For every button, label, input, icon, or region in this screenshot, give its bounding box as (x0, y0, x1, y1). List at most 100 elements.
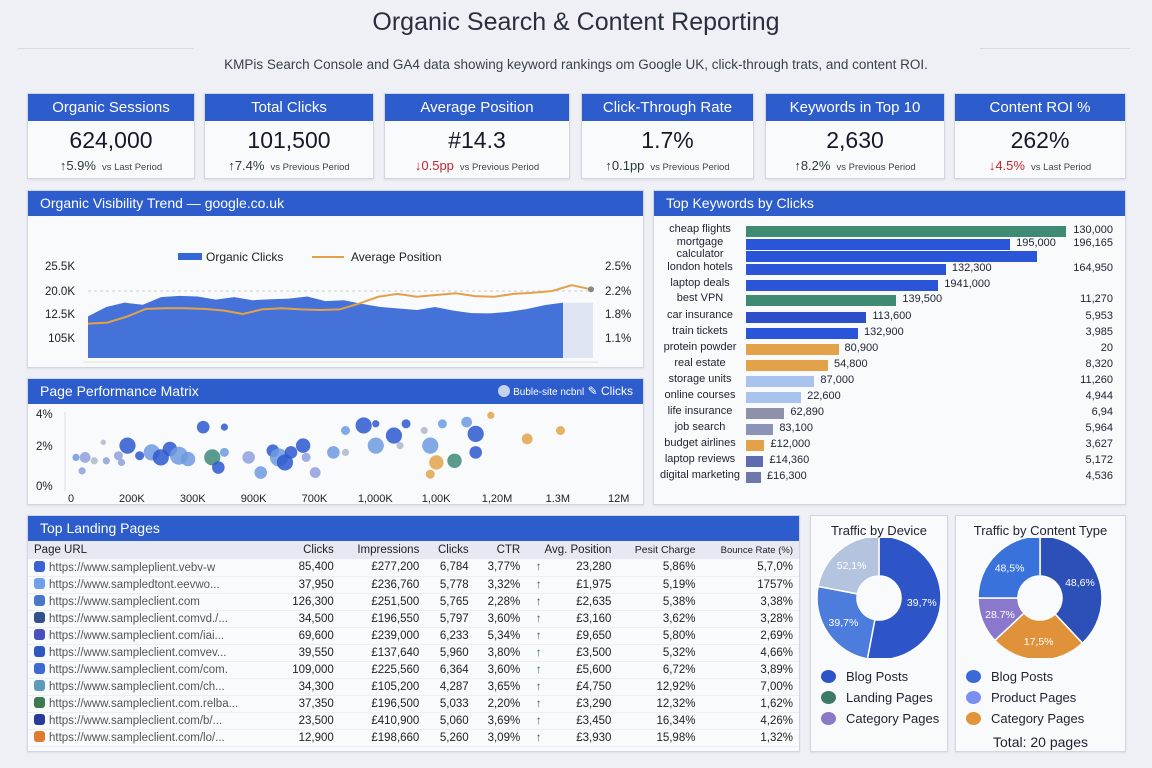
scatter-point (327, 446, 340, 459)
keyword-label: life insurance (667, 405, 733, 417)
divider (980, 48, 1130, 49)
impressions-cell: £225,560 (339, 661, 426, 679)
favicon-icon (34, 663, 45, 674)
impressions-cell: £251,500 (339, 593, 426, 611)
table-row[interactable]: https://www.sampleclient.com/b/... 23,50… (28, 712, 799, 730)
clicks2-cell: 5,060 (425, 712, 475, 730)
clicks2-cell: 5,260 (425, 729, 475, 747)
avg-position-cell: £2,635 (551, 593, 618, 611)
kpi-card: Click-Through Rate 1.7% ↑0.1pp vs Previou… (581, 93, 754, 179)
column-header[interactable]: Avg. Position (526, 541, 618, 559)
clicks2-cell: 6,784 (425, 559, 475, 577)
arrow-up-icon: ↑ (526, 559, 552, 577)
kpi-delta: ↓4.5% vs Last Period (955, 158, 1125, 173)
clicks-area (88, 295, 563, 358)
keyword-right-value: 4,944 (1085, 390, 1113, 402)
scatter-point (429, 455, 444, 470)
page-url-cell: https://www.sampleclient.comvev... (28, 644, 278, 662)
landing-table: Page URL Clicks Impressions Clicks CTR Avg. P… (28, 541, 799, 747)
kpi-comparison: vs Previous Period (270, 162, 350, 173)
legend-swatch (966, 691, 981, 704)
avg-position-cell: £9,650 (551, 627, 618, 645)
impressions-cell: £410,900 (339, 712, 426, 730)
donut-slice-label: 39,7% (907, 597, 937, 609)
keyword-right-value: 5,172 (1085, 454, 1113, 466)
clicks2-cell: 6,364 (425, 661, 475, 679)
table-row[interactable]: https://www.sampleclient.com/com. 109,00… (28, 661, 799, 679)
column-header[interactable]: Pesit Charge (617, 541, 702, 559)
x-tick-label: 1,20M (482, 493, 513, 504)
table-row[interactable]: https://www.sampleclient.com/lo/... 12,9… (28, 729, 799, 747)
page-url: https://www.sampleclient.com/com. (49, 664, 228, 676)
keyword-bar (746, 280, 939, 291)
table-row[interactable]: https://www.sampleclient.com 126,300 £251… (28, 593, 799, 611)
change-cell: 3,62% (617, 610, 702, 628)
keyword-right-value: 5,964 (1085, 422, 1113, 434)
scatter-point (309, 467, 321, 478)
keyword-right-value: 4,536 (1085, 470, 1113, 482)
trend-chart: Organic Clicks Average Position 25.5K 20.0K… (45, 250, 631, 384)
ctr-cell: 5,34% (474, 627, 527, 645)
page-url: https://www.sampleclient.comvd./... (49, 613, 228, 625)
bounce-cell: 1,62% (701, 695, 799, 713)
page-url-cell: https://www.sampleclient.com/ch... (28, 678, 278, 696)
favicon-icon (34, 731, 45, 742)
keyword-row: london hotels 132,300 164,950 (654, 261, 1127, 276)
scatter-point (521, 433, 533, 445)
x-tick-label: 1.3M (546, 493, 570, 504)
column-header[interactable]: CTR (474, 541, 527, 559)
scatter-point (242, 451, 255, 464)
bounce-cell: 3,38% (701, 593, 799, 611)
kpi-card: Keywords in Top 10 2,630 ↑8.2% vs Previou… (765, 93, 945, 179)
keyword-bar (746, 328, 858, 339)
kpi-value: 2,630 (826, 127, 884, 153)
trend-panel: Organic Visibility Trend — google.co.uk … (27, 190, 644, 384)
table-row[interactable]: https://www.sampleclient.com/ch... 34,30… (28, 678, 799, 696)
keyword-right-value: 11,270 (1080, 293, 1113, 305)
column-header[interactable]: Clicks (277, 541, 340, 559)
table-row[interactable]: https://www.sampleclient.comvd./... 34,5… (28, 610, 799, 628)
kpi-value: 101,500 (247, 127, 331, 153)
content-panel: Traffic by Content Type 48,6% 17,5% 28.7% 4… (955, 515, 1126, 752)
page-url-cell: https://www.sampleclient.com.relba... (28, 695, 278, 713)
change-cell: 15,98% (617, 729, 702, 747)
bounce-cell: 1757% (701, 576, 799, 594)
table-row[interactable]: https://www.sampleclient.comvev... 39,55… (28, 644, 799, 662)
column-header[interactable]: Impressions (339, 541, 426, 559)
table-row[interactable]: https://www.sampleclient.com.relba... 37… (28, 695, 799, 713)
avg-position-cell: £3,930 (551, 729, 618, 747)
scatter-point (284, 446, 298, 459)
impressions-cell: £137,640 (339, 644, 426, 662)
column-header[interactable]: Page URL (28, 541, 278, 559)
clicks-cell: 126,300 (277, 593, 340, 611)
column-header[interactable]: Bounce Rate (%) (701, 541, 799, 559)
arrow-up-icon: ↑ (526, 661, 552, 679)
arrow-up-icon: ↑ (526, 576, 552, 594)
change-cell: 5,38% (617, 593, 702, 611)
keyword-row: life insurance 62,890 6,94 (654, 405, 1127, 420)
column-header[interactable]: Clicks (425, 541, 475, 559)
keyword-label: london hotels (667, 261, 733, 273)
ctr-cell: 3,60% (474, 610, 527, 628)
scatter-point (420, 426, 428, 435)
scatter-point (467, 425, 484, 442)
keyword-right-value: 8,320 (1085, 358, 1113, 370)
kpi-delta: ↓0.5pp vs Previous Period (385, 158, 569, 173)
table-row[interactable]: https://www.sampleplient.vebv-w 85,400 £2… (28, 559, 799, 577)
avg-position-cell: 23,280 (551, 559, 618, 577)
scatter-point (276, 454, 294, 471)
scatter-point (196, 420, 210, 434)
arrow-up-icon: ↑ (526, 678, 552, 696)
favicon-icon (34, 629, 45, 640)
content-title: Traffic by Content Type (973, 523, 1108, 538)
scatter-title: Page Performance Matrix (40, 383, 199, 399)
favicon-icon (34, 612, 45, 623)
clicks-cell: 85,400 (277, 559, 340, 577)
table-row[interactable]: https://www.sampledtont.eevwo... 37,950 £… (28, 576, 799, 594)
x-tick-label: 12M (608, 493, 629, 504)
scatter-point (301, 452, 311, 462)
keyword-label: laptop reviews (664, 453, 736, 465)
scatter-point (100, 439, 106, 445)
kpi-delta: ↑8.2% vs Previous Period (766, 158, 944, 173)
table-row[interactable]: https://www.sampleclient.com/iai... 69,6… (28, 627, 799, 645)
